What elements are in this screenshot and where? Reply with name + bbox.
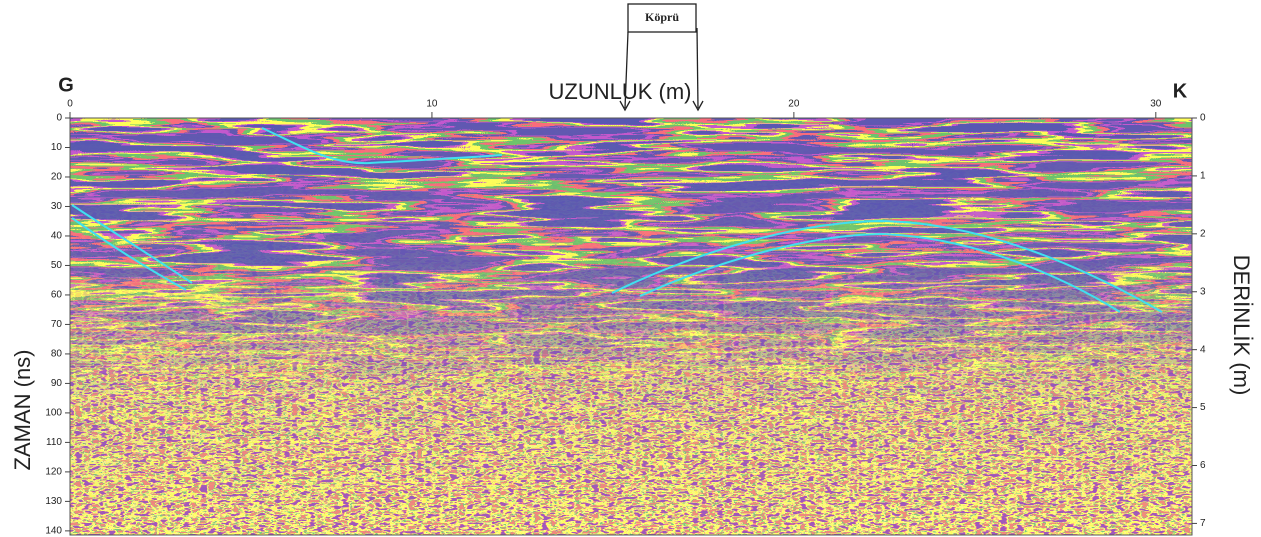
y-tick-label: 110 bbox=[46, 437, 62, 448]
arrow-head bbox=[619, 100, 631, 112]
y2-tick-label: 1 bbox=[1200, 171, 1206, 182]
y2-tick-label: 6 bbox=[1200, 460, 1206, 471]
reflector bbox=[71, 217, 187, 291]
y-tick-label: 100 bbox=[45, 408, 62, 419]
y-tick-label: 10 bbox=[51, 142, 63, 153]
bridge-annotation bbox=[619, 3, 704, 112]
arrow-head bbox=[692, 100, 704, 112]
y2-tick-label: 3 bbox=[1200, 286, 1206, 297]
y2-tick-label: 0 bbox=[1200, 113, 1206, 124]
x-tick-label: 0 bbox=[67, 99, 73, 110]
reflector bbox=[261, 127, 503, 165]
annotation-arrow bbox=[624, 31, 629, 109]
y-tick-label: 80 bbox=[51, 349, 63, 360]
left-direction: G bbox=[58, 74, 74, 96]
plot-frame bbox=[69, 117, 1193, 536]
annotation-arrow bbox=[696, 27, 699, 109]
y-tick-label: 60 bbox=[51, 290, 63, 301]
y-tick-label: 0 bbox=[56, 113, 62, 124]
y2-tick-label: 4 bbox=[1200, 344, 1206, 355]
reflector-lines bbox=[71, 127, 1163, 313]
y-tick-label: 120 bbox=[45, 467, 62, 478]
x-tick-label: 20 bbox=[788, 99, 800, 110]
y-tick-label: 140 bbox=[45, 526, 62, 537]
annotation-box bbox=[627, 3, 697, 33]
y2-tick-label: 2 bbox=[1200, 228, 1206, 239]
x-tick-label: 10 bbox=[426, 99, 438, 110]
reflector bbox=[71, 204, 193, 284]
reflector bbox=[611, 219, 1163, 313]
radargram-noise bbox=[70, 118, 1192, 535]
y-tick-label: 50 bbox=[51, 260, 63, 271]
y-tick-label: 40 bbox=[51, 231, 63, 242]
x-tick-label: 30 bbox=[1150, 99, 1162, 110]
y-tick-label: 130 bbox=[45, 496, 62, 507]
y-axis-title: ZAMAN (ns) bbox=[10, 350, 35, 471]
annotation-label: Köprü bbox=[645, 10, 679, 24]
reflector bbox=[639, 232, 1121, 313]
y-tick-label: 20 bbox=[51, 172, 63, 183]
right-direction: K bbox=[1173, 80, 1188, 102]
y-tick-label: 30 bbox=[51, 201, 63, 212]
y2-tick-label: 7 bbox=[1200, 518, 1206, 529]
x-axis-title: UZUNLUK (m) bbox=[549, 79, 692, 104]
y-tick-label: 90 bbox=[51, 378, 63, 389]
y2-tick-label: 5 bbox=[1200, 402, 1206, 413]
y2-axis-title: DERİNLİK (m) bbox=[1229, 255, 1254, 396]
y-tick-label: 70 bbox=[51, 319, 63, 330]
